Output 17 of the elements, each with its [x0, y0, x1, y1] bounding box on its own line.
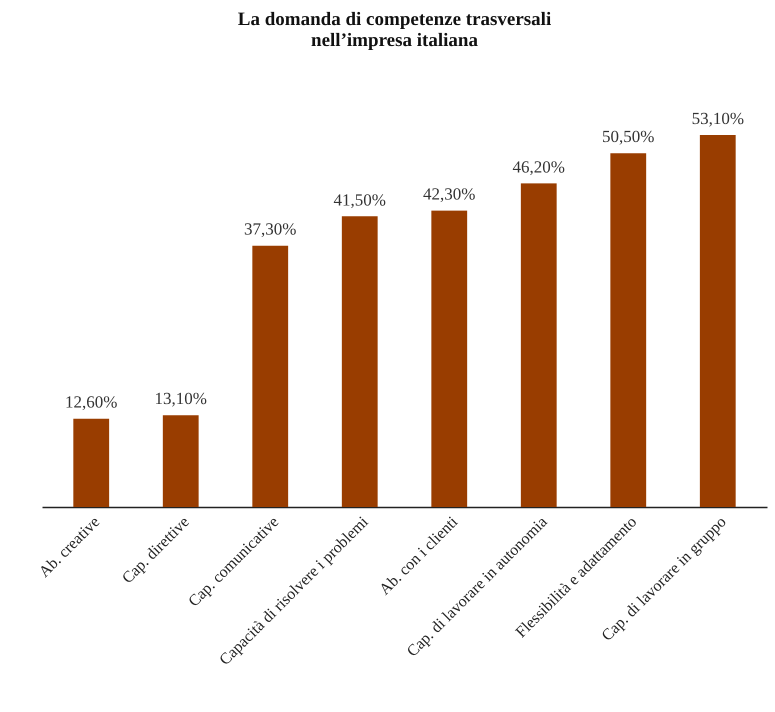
bar — [520, 183, 557, 507]
bar — [700, 135, 736, 507]
bar — [610, 153, 646, 507]
data-label: 53,10% — [692, 109, 744, 128]
data-label: 46,20% — [512, 157, 565, 176]
data-label: 41,50% — [334, 190, 386, 210]
data-label: 42,30% — [423, 184, 476, 204]
data-label: 12,60% — [65, 392, 118, 412]
bar — [73, 418, 110, 507]
data-label: 37,30% — [244, 220, 296, 239]
bar — [431, 210, 468, 507]
bar — [342, 216, 378, 507]
chart-title: La domanda di competenze trasversali nell’impresa italiana — [238, 9, 552, 51]
data-label: 13,10% — [154, 389, 207, 408]
bar — [252, 246, 288, 507]
bar — [162, 415, 199, 507]
data-label: 50,50% — [602, 127, 654, 146]
